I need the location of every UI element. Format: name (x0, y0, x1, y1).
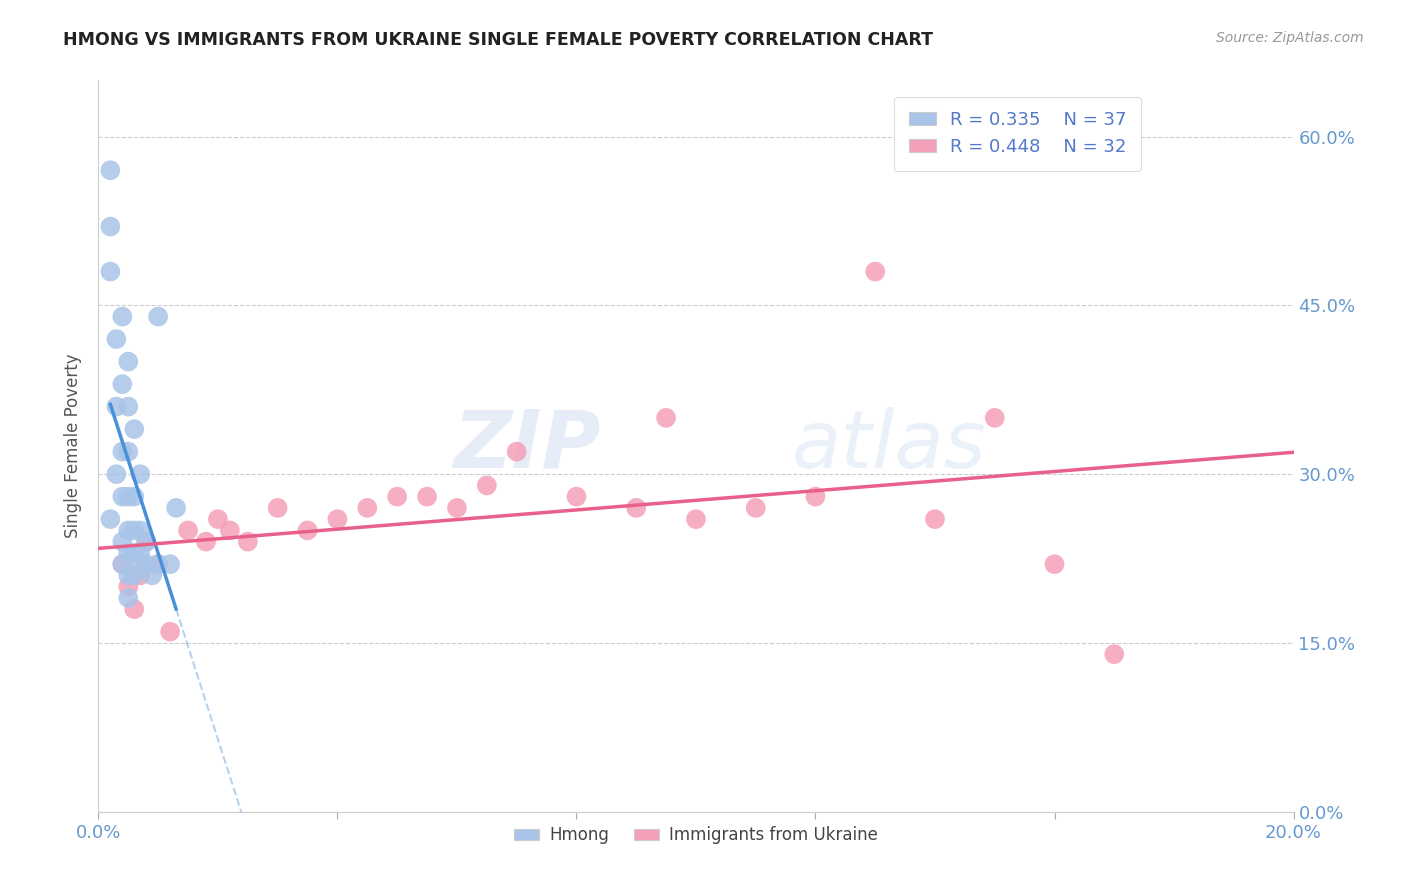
Point (117, 400, 139, 414)
Point (236, 534, 259, 549)
Point (356, 500, 378, 515)
Point (124, 490, 146, 504)
Point (385, 490, 409, 504)
Point (117, 490, 139, 504)
Point (177, 524, 200, 538)
Point (207, 512, 229, 526)
Point (297, 524, 319, 538)
Point (159, 557, 181, 571)
Point (124, 524, 146, 538)
Point (124, 422, 146, 436)
Point (111, 490, 134, 504)
Point (117, 354, 139, 368)
Point (195, 534, 218, 549)
Point (446, 500, 468, 515)
Point (135, 534, 157, 549)
Point (1104, 647, 1126, 661)
Point (148, 557, 170, 571)
Point (111, 377, 134, 392)
Point (135, 557, 157, 571)
Point (111, 444, 134, 458)
Point (416, 490, 439, 504)
Point (148, 310, 170, 324)
Point (984, 410, 1007, 425)
Point (159, 624, 181, 639)
Point (326, 512, 349, 526)
Point (111, 534, 134, 549)
Point (129, 546, 152, 560)
Text: HMONG VS IMMIGRANTS FROM UKRAINE SINGLE FEMALE POVERTY CORRELATION CHART: HMONG VS IMMIGRANTS FROM UKRAINE SINGLE … (63, 31, 934, 49)
Point (117, 444, 139, 458)
Point (865, 264, 887, 278)
Text: Source: ZipAtlas.com: Source: ZipAtlas.com (1216, 31, 1364, 45)
Point (129, 524, 152, 538)
Point (141, 568, 163, 582)
Point (129, 568, 152, 582)
Point (98, 512, 122, 526)
Point (117, 524, 139, 538)
Point (165, 500, 187, 515)
Point (135, 534, 157, 549)
Point (219, 524, 242, 538)
Point (98, 163, 122, 178)
Point (105, 467, 128, 482)
Point (124, 602, 146, 616)
Point (117, 591, 139, 605)
Point (475, 478, 498, 492)
Point (117, 580, 139, 594)
Point (685, 512, 707, 526)
Text: ZIP: ZIP (453, 407, 600, 485)
Legend: Hmong, Immigrants from Ukraine: Hmong, Immigrants from Ukraine (508, 820, 884, 851)
Point (267, 500, 290, 515)
Point (111, 310, 134, 324)
Text: atlas: atlas (792, 407, 987, 485)
Point (124, 546, 146, 560)
Point (148, 557, 170, 571)
Point (117, 568, 139, 582)
Point (626, 500, 648, 515)
Point (655, 410, 678, 425)
Point (1043, 557, 1066, 571)
Point (111, 557, 134, 571)
Point (124, 568, 146, 582)
Point (506, 444, 529, 458)
Point (129, 467, 152, 482)
Point (105, 332, 128, 346)
Point (129, 557, 152, 571)
Point (117, 546, 139, 560)
Point (111, 557, 134, 571)
Point (804, 490, 827, 504)
Point (98, 219, 122, 234)
Point (105, 400, 128, 414)
Point (98, 264, 122, 278)
Y-axis label: Single Female Poverty: Single Female Poverty (65, 354, 83, 538)
Point (924, 512, 946, 526)
Point (745, 500, 768, 515)
Point (565, 490, 588, 504)
